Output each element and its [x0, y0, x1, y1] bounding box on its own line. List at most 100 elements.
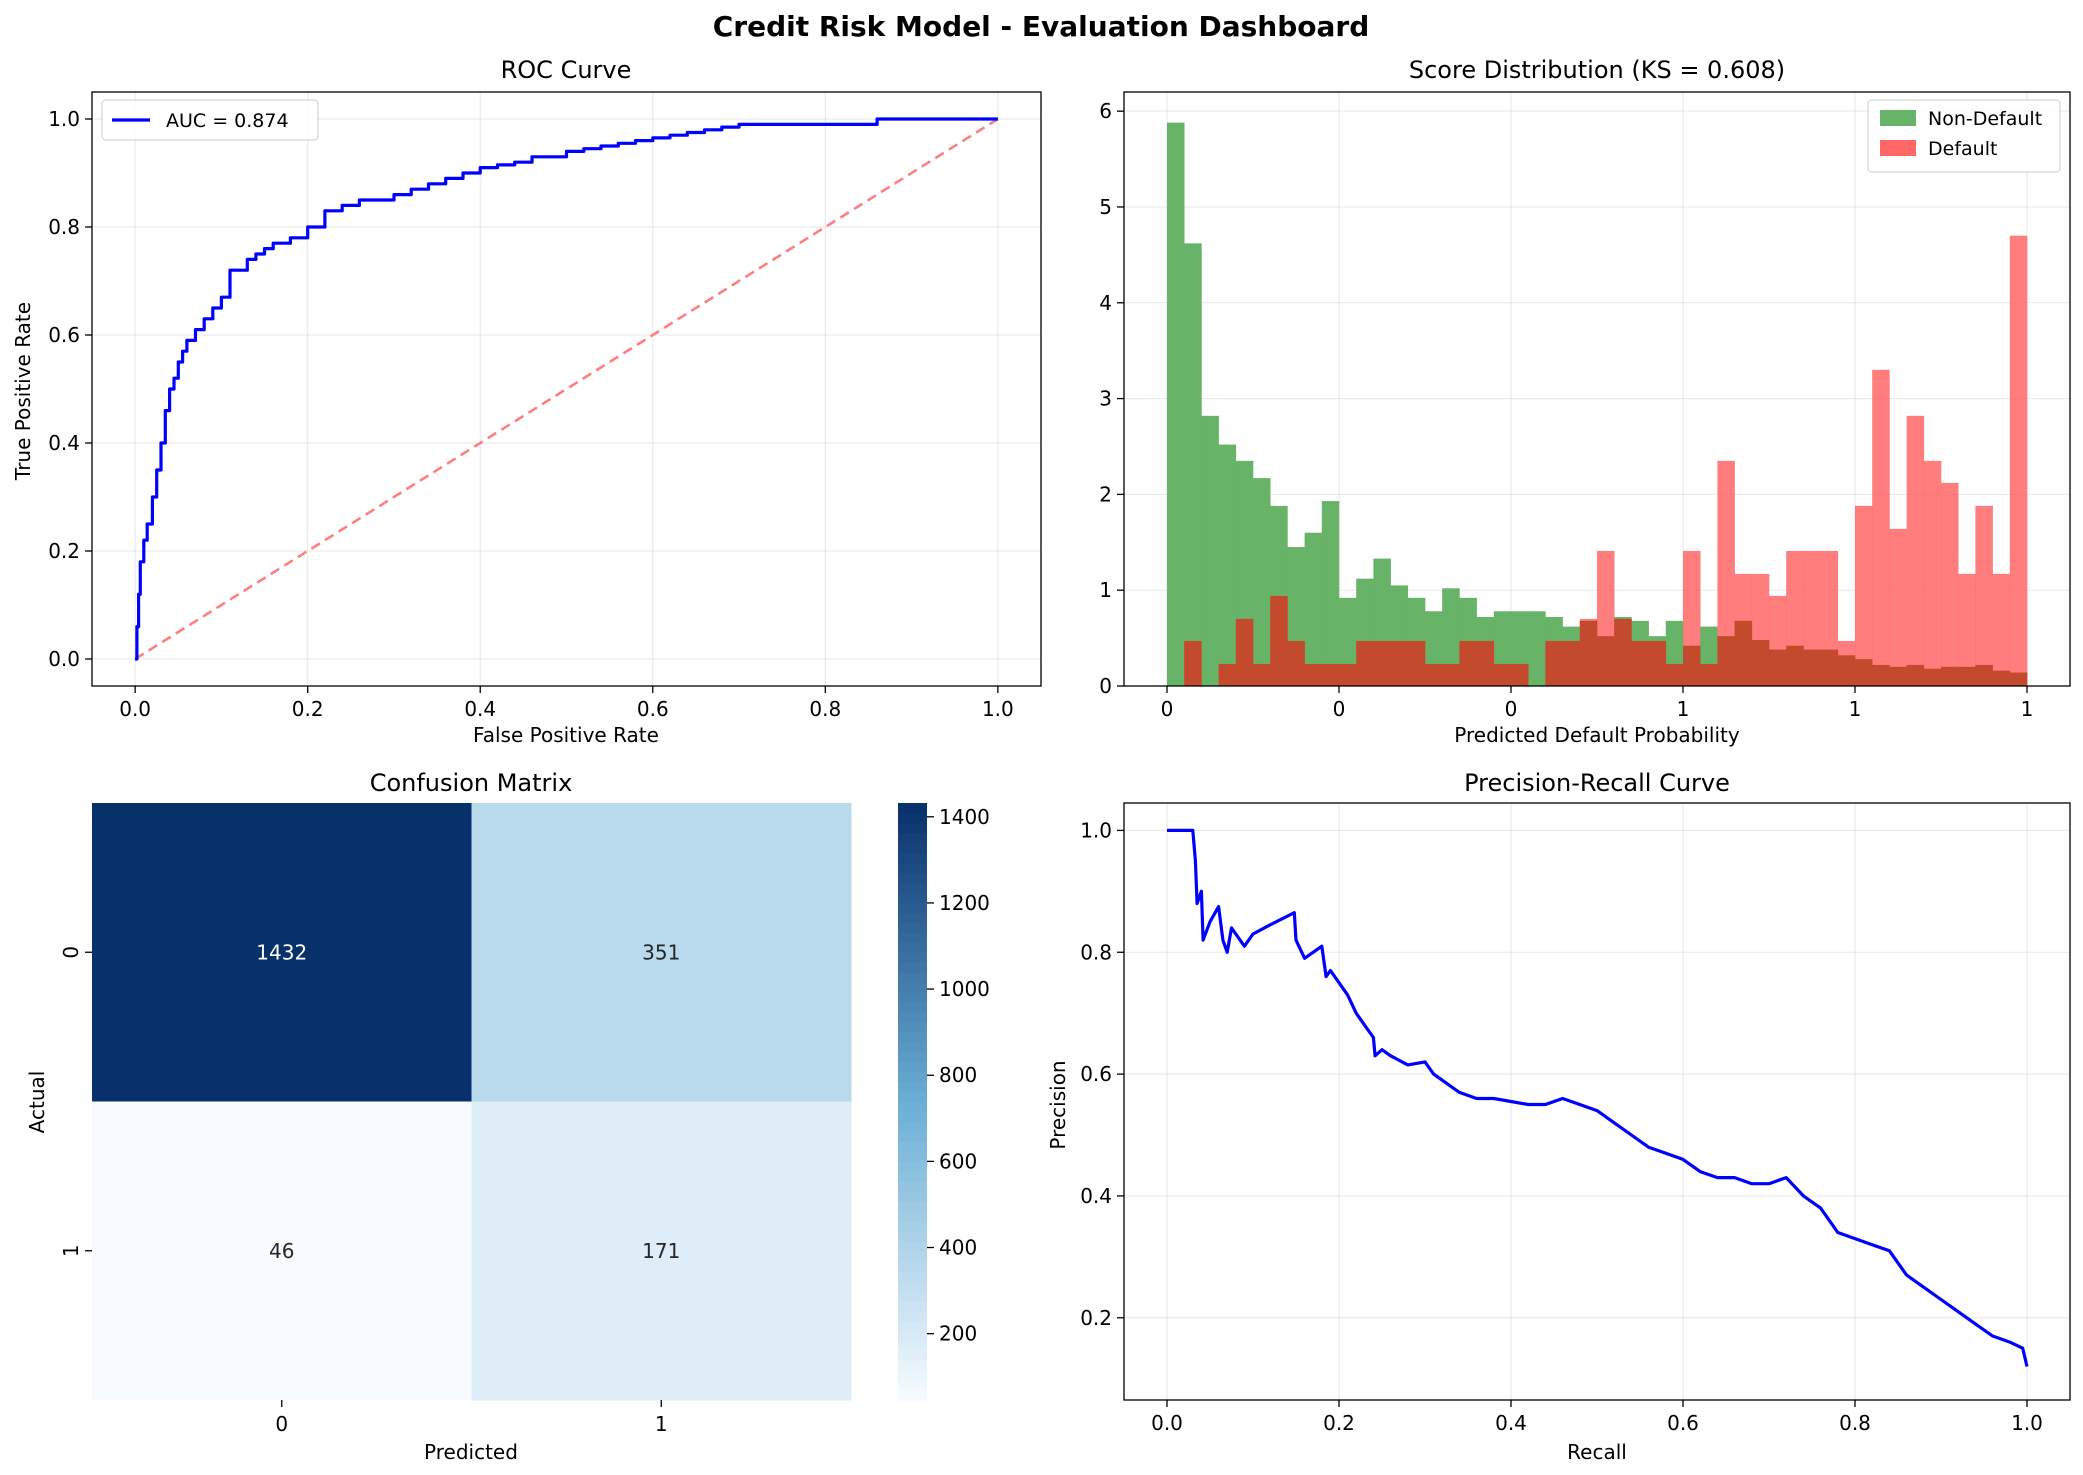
cm-colorbar-step: [898, 1230, 927, 1242]
hist-bar-overlap: [1356, 640, 1374, 686]
hist-bar-overlap: [1975, 664, 1993, 686]
cm-colorbar-step: [898, 952, 927, 963]
pr-plot: 0.0 0.2 0.4 0.6 0.8 1.0 0.2 0.4 0.6 0.8 1.0: [1080, 802, 2071, 1435]
hist-legend-label-default: Default: [1928, 138, 1997, 160]
cm-cell-value: 1432: [256, 940, 307, 964]
cm-colorbar-step: [898, 982, 927, 993]
hist-bar-overlap: [1253, 663, 1271, 686]
hist-bar-non-default: [1321, 501, 1340, 686]
hist-legend-swatch-non-default: [1880, 110, 1916, 126]
cm-cell: [471, 1101, 852, 1401]
pr-axes-frame: [1123, 802, 2071, 1401]
dashboard-title: Credit Risk Model - Evaluation Dashboard: [713, 10, 1370, 43]
cm-colorbar-step: [898, 1051, 927, 1063]
cm-colorbar-step: [898, 1011, 927, 1023]
hist-bar-overlap: [1803, 649, 1821, 686]
cm-colorbar-step: [898, 1071, 927, 1083]
hist-bar-overlap: [1425, 663, 1443, 686]
hist-bar-overlap: [1958, 666, 1976, 686]
roc-ytick-label: 0.8: [48, 215, 80, 239]
cm-colorbar: 200 400 600 800 1000 1200 1400: [898, 803, 990, 1401]
cm-colorbar-step: [898, 1210, 927, 1222]
roc-random-diagonal: [134, 117, 999, 661]
hist-bar-overlap: [1614, 618, 1632, 686]
cm-colorbar-step: [898, 812, 927, 824]
hist-bar-overlap: [1648, 640, 1667, 686]
cm-colorbar-tick-label: 600: [939, 1149, 977, 1173]
cm-colorbar-step: [898, 1260, 927, 1272]
cm-colorbar-tick-label: 200: [939, 1322, 977, 1346]
pr-xtick-label: 0.6: [1667, 1411, 1699, 1435]
hist-bar-overlap: [1476, 640, 1495, 686]
hist-bar-overlap: [1683, 645, 1701, 686]
cm-colorbar-step: [898, 1031, 927, 1043]
hist-plot: 0 0 0 1 1 1 0 1 2 3 4 5 6 Non-Default Default: [1099, 91, 2071, 721]
pr-xlabel: Recall: [1567, 1440, 1627, 1464]
roc-xtick-label: 0.0: [119, 697, 151, 721]
hist-bar-non-default: [1201, 415, 1219, 686]
cm-colorbar-step: [898, 1021, 927, 1033]
hist-title: Score Distribution (KS = 0.608): [1409, 56, 1785, 84]
cm-colorbar-step: [898, 1270, 927, 1282]
hist-bar-overlap: [1493, 663, 1512, 686]
roc-xtick-label: 0.2: [292, 697, 324, 721]
cm-colorbar-step: [898, 962, 927, 973]
hist-bar-overlap: [1218, 663, 1237, 686]
hist-ytick-label: 5: [1099, 195, 1112, 219]
cm-colorbar-step: [898, 1041, 927, 1053]
cm-colorbar-step: [898, 832, 927, 844]
roc-xtick-label: 1.0: [982, 697, 1014, 721]
hist-bar-overlap: [1665, 663, 1684, 686]
pr-xtick-label: 0.8: [1839, 1411, 1871, 1435]
cm-colorbar-step: [898, 1101, 927, 1113]
cm-colorbar-step: [898, 1161, 927, 1172]
cm-colorbar-step: [898, 1250, 927, 1262]
hist-bar-overlap: [1786, 645, 1804, 686]
pr-xtick-label: 0.0: [1151, 1411, 1183, 1435]
cm-colorbar-step: [898, 1121, 927, 1132]
hist-bar-overlap: [1906, 664, 1925, 686]
roc-xtick-label: 0.8: [809, 697, 841, 721]
hist-bar-overlap: [1717, 636, 1735, 686]
hist-bar-overlap: [1339, 663, 1357, 686]
hist-bar-overlap: [1923, 668, 1942, 686]
pr-plot-area: [1124, 803, 2070, 1400]
cm-cell: [92, 803, 472, 1102]
hist-bar-default: [1872, 369, 1890, 686]
hist-bar-overlap: [1820, 649, 1839, 686]
hist-bar-overlap: [1184, 640, 1202, 686]
hist-bar-default: [1958, 573, 1976, 686]
hist-ytick-label: 3: [1099, 387, 1112, 411]
hist-bar-overlap: [1562, 640, 1581, 686]
cm-title: Confusion Matrix: [370, 769, 573, 797]
cm-ylabel: Actual: [25, 1071, 49, 1134]
cm-colorbar-step: [898, 1061, 927, 1073]
cm-colorbar-step: [898, 852, 927, 864]
cm-colorbar-step: [898, 882, 927, 894]
hist-ytick-label: 1: [1099, 578, 1112, 602]
hist-bar-non-default: [1184, 243, 1202, 686]
cm-colorbar-tick-label: 1400: [939, 805, 990, 829]
roc-ytick-label: 0.0: [48, 647, 80, 671]
hist-bar-overlap: [1631, 640, 1649, 686]
cm-colorbar-step: [898, 1181, 927, 1192]
roc-ylabel: True Positive Rate: [11, 302, 35, 481]
cm-colorbar-step: [898, 912, 927, 923]
pr-ytick-label: 0.8: [1080, 940, 1112, 964]
hist-bar-overlap: [1597, 636, 1615, 686]
cm-colorbar-step: [898, 922, 927, 933]
precision-recall-panel: 0.0 0.2 0.4 0.6 0.8 1.0 0.2 0.4 0.6 0.8 1.0 Precisi…: [1046, 769, 2071, 1464]
roc-curve-line: [135, 117, 998, 661]
hist-bar-overlap: [1889, 666, 1907, 686]
roc-ytick-label: 1.0: [48, 107, 80, 131]
roc-xtick-label: 0.4: [464, 697, 496, 721]
pr-xtick-label: 1.0: [2011, 1411, 2043, 1435]
cm-ytick-label: 1: [59, 1244, 83, 1257]
roc-legend-box: [101, 99, 319, 141]
cm-colorbar-step: [898, 942, 927, 953]
cm-colorbar-step: [898, 1191, 927, 1202]
hist-bar-overlap: [1511, 663, 1529, 686]
hist-xlabel: Predicted Default Probability: [1454, 723, 1740, 747]
